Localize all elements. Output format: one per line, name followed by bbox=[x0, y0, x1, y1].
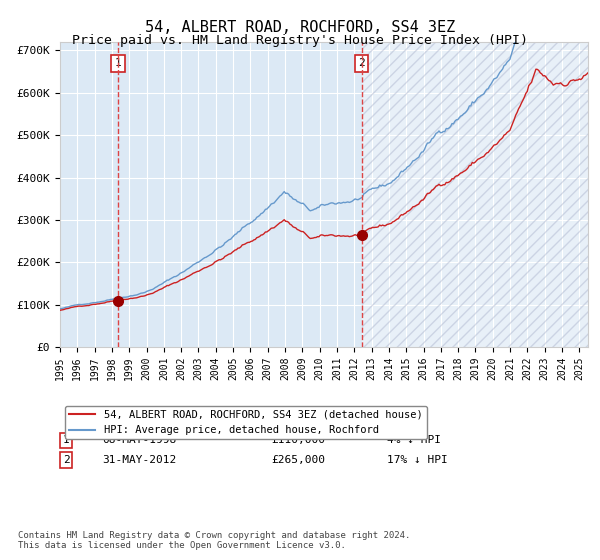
Text: 31-MAY-2012: 31-MAY-2012 bbox=[102, 455, 176, 465]
Text: 1: 1 bbox=[63, 435, 70, 445]
Text: 1: 1 bbox=[115, 58, 121, 68]
Polygon shape bbox=[362, 42, 588, 347]
Text: Price paid vs. HM Land Registry's House Price Index (HPI): Price paid vs. HM Land Registry's House … bbox=[72, 34, 528, 46]
Text: 54, ALBERT ROAD, ROCHFORD, SS4 3EZ: 54, ALBERT ROAD, ROCHFORD, SS4 3EZ bbox=[145, 20, 455, 35]
Text: 17% ↓ HPI: 17% ↓ HPI bbox=[388, 455, 448, 465]
Text: 4% ↓ HPI: 4% ↓ HPI bbox=[388, 435, 442, 445]
Text: 2: 2 bbox=[63, 455, 70, 465]
Text: 2: 2 bbox=[358, 58, 365, 68]
Text: 08-MAY-1998: 08-MAY-1998 bbox=[102, 435, 176, 445]
Text: £265,000: £265,000 bbox=[271, 455, 325, 465]
Text: Contains HM Land Registry data © Crown copyright and database right 2024.
This d: Contains HM Land Registry data © Crown c… bbox=[18, 530, 410, 550]
Text: £110,000: £110,000 bbox=[271, 435, 325, 445]
Legend: 54, ALBERT ROAD, ROCHFORD, SS4 3EZ (detached house), HPI: Average price, detache: 54, ALBERT ROAD, ROCHFORD, SS4 3EZ (deta… bbox=[65, 406, 427, 440]
